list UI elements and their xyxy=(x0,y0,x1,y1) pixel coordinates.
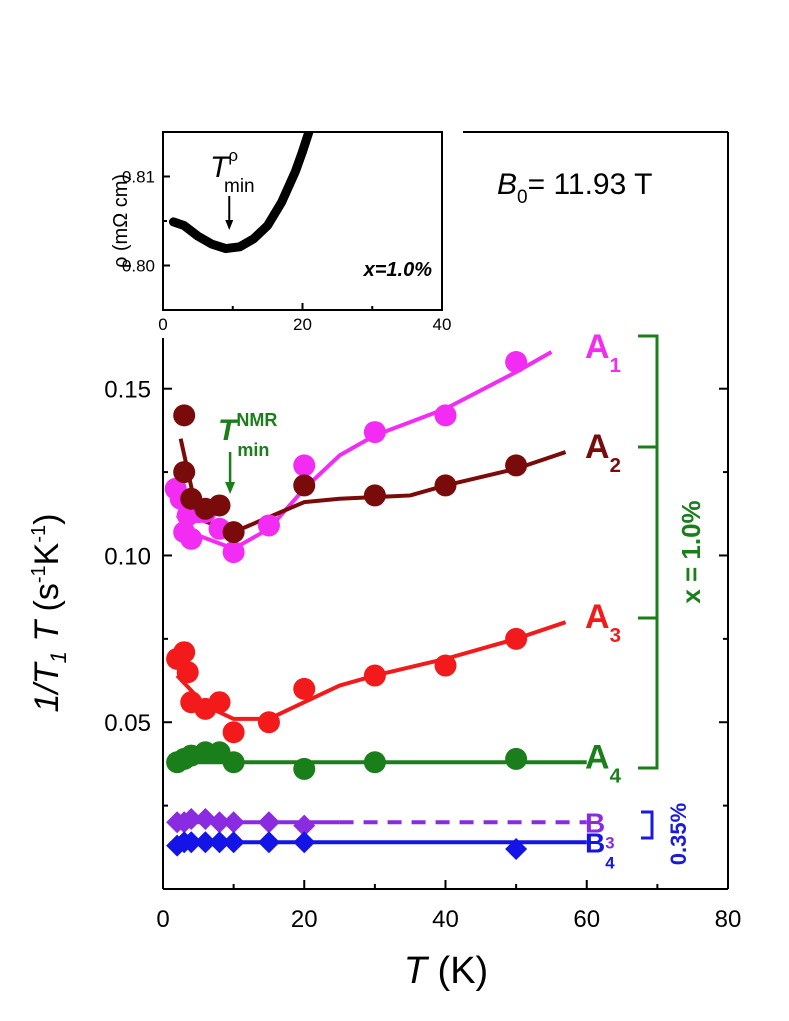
field-label-text: B0= 11.93 T xyxy=(497,168,652,208)
fit-line-A1 xyxy=(175,350,553,551)
group-label-x1: x = 1.0% xyxy=(676,500,706,603)
data-point-A1 xyxy=(180,527,203,550)
y-axis-label: 1/T1 T (s-1K-1) xyxy=(28,514,71,713)
data-point-A2 xyxy=(173,404,196,427)
data-point-A1 xyxy=(257,514,280,537)
resistivity-curve xyxy=(168,132,314,254)
data-point-A4 xyxy=(293,757,316,780)
data-point-A3 xyxy=(293,677,316,700)
data-point-A4 xyxy=(505,747,528,770)
tmin-rho-arrowhead xyxy=(225,220,234,230)
data-point-A3 xyxy=(257,711,280,734)
inset-y-tick-label: 0.81 xyxy=(122,168,155,187)
data-point-A3 xyxy=(505,627,528,650)
data-point-A2 xyxy=(208,494,231,517)
data-point-A2 xyxy=(173,461,196,484)
data-point-A3 xyxy=(208,691,231,714)
series-label-A3: A3 xyxy=(585,598,621,647)
data-point-A1 xyxy=(505,351,528,374)
x-tick-label: 60 xyxy=(573,906,600,933)
data-point-A1 xyxy=(222,541,245,564)
tmin-rho-annotation: Tρ min xyxy=(210,146,255,230)
data-point-B3 xyxy=(257,811,280,834)
data-point-B4 xyxy=(257,831,280,854)
main-axis-ticks: 0 20 40 60 80 0.05 0.10 0.15 xyxy=(104,377,741,933)
x-tick-label: 0 xyxy=(156,906,169,933)
data-point-A1 xyxy=(434,404,457,427)
tmin-nmr-label: TNMR min xyxy=(218,410,277,460)
inset-x-tick-label: 0 xyxy=(158,315,167,334)
data-point-A2 xyxy=(505,454,528,477)
field-label: B0= 11.93 T xyxy=(497,168,652,208)
series-label-B3: B3 xyxy=(585,807,615,852)
bracket-x1 xyxy=(638,334,659,770)
inset-y-tick-label: 0.80 xyxy=(122,257,155,276)
group-brackets: x = 1.0% 0.35% xyxy=(638,334,706,865)
series-label-A2: A2 xyxy=(585,428,621,477)
x-tick-label: 80 xyxy=(715,906,742,933)
data-point-B4 xyxy=(208,831,231,854)
data-point-B4 xyxy=(293,831,316,854)
bracket-x035 xyxy=(641,810,654,840)
data-point-A1 xyxy=(293,454,316,477)
inset-x-tick-label: 20 xyxy=(293,315,312,334)
inset-y-axis-label: ρ (mΩ cm) xyxy=(110,174,132,268)
data-point-B3 xyxy=(180,807,203,830)
inset-plot: 0 20 40 0.80 0.81 ρ (mΩ cm) x=1.0% Tρ min xyxy=(110,131,452,335)
y-tick-label: 0.05 xyxy=(104,710,151,737)
data-point-A3 xyxy=(173,641,196,664)
data-point-B4 xyxy=(180,831,203,854)
data-point-A3 xyxy=(363,664,386,687)
series-label-A1: A1 xyxy=(585,328,621,377)
data-point-A3 xyxy=(222,721,245,744)
data-point-A3 xyxy=(176,661,199,684)
data-point-A2 xyxy=(434,474,457,497)
y-tick-label: 0.15 xyxy=(104,377,151,404)
inset-x-tick-label: 40 xyxy=(433,315,452,334)
data-point-B4 xyxy=(505,837,528,860)
series-label-A4: A4 xyxy=(585,738,622,787)
data-point-B4 xyxy=(194,831,217,854)
data-point-B3 xyxy=(293,814,316,837)
data-point-B3 xyxy=(208,811,231,834)
data-point-A4 xyxy=(222,751,245,774)
data-point-A3 xyxy=(434,654,457,677)
tmin-nmr-arrowhead xyxy=(225,482,236,494)
data-point-A2 xyxy=(293,474,316,497)
series-label-B4: B4 xyxy=(585,827,615,872)
x-axis-label: T (K) xyxy=(404,950,488,992)
data-point-A4 xyxy=(363,751,386,774)
data-point-A2 xyxy=(222,521,245,544)
inset-axis-ticks: 0 20 40 0.80 0.81 xyxy=(122,168,452,335)
group-label-x035: 0.35% xyxy=(666,803,691,865)
x-tick-label: 20 xyxy=(291,906,318,933)
data-point-B4 xyxy=(222,831,245,854)
main-data-points xyxy=(164,351,528,860)
x-tick-label: 40 xyxy=(432,906,459,933)
data-point-A2 xyxy=(363,484,386,507)
tmin-rho-label: Tρ min xyxy=(210,146,255,197)
y-tick-label: 0.10 xyxy=(104,543,151,570)
tmin-nmr-annotation: TNMR min xyxy=(218,410,277,494)
inset-annotation: x=1.0% xyxy=(363,259,433,281)
data-point-A1 xyxy=(363,421,386,444)
inset-resistivity-curve xyxy=(168,132,314,254)
data-point-B3 xyxy=(222,811,245,834)
